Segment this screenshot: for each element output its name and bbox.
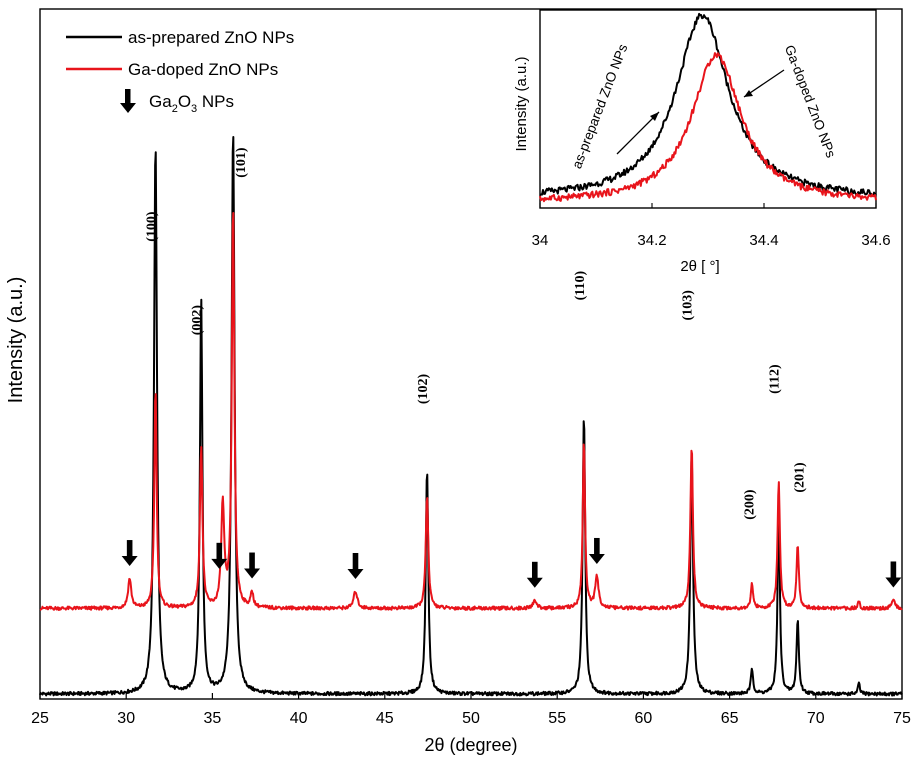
peak-label: (002) [190,305,205,336]
main-x-tick-label: 55 [548,710,566,727]
ga2o3-arrow-icon [244,552,261,579]
inset-x-tick-label: 34.4 [749,232,778,249]
legend-arrow-icon [120,89,136,113]
peak-labels: (100) (002) (101) (102) (110) (103) (200) (112)… [145,147,808,520]
legend-label-as-prepared: as-prepared ZnO NPs [128,28,294,47]
main-x-tick-label: 70 [807,710,825,727]
main-y-axis-label: Intensity (a.u.) [5,277,27,404]
main-curves [39,136,903,697]
ga2o3-arrow-icon [211,542,228,569]
legend-label-ga-doped: Ga-doped ZnO NPs [128,60,278,79]
inset-x-ticks: 34 34.2 34.4 34.6 [532,203,891,249]
inset-annotation-arrow-left [616,111,660,155]
peak-label: (101) [234,147,249,178]
ga2o3-arrow-icon [885,561,902,588]
inset-x-tick-label: 34.6 [861,232,890,249]
inset-series-line-as-prepared [539,12,877,197]
main-x-tick-label: 25 [31,710,49,727]
ga2o3-arrow-icon [347,552,364,579]
peak-label: (200) [743,489,758,520]
inset-frame [539,9,877,209]
inset-x-tick-label: 34 [532,232,549,249]
main-x-tick-label: 40 [290,710,308,727]
inset-arrowhead-right-icon [744,90,753,97]
legend-label-ga2o3: Ga2O3 NPs [149,92,234,115]
main-x-axis-label: 2θ (degree) [424,735,517,755]
series-line-ga-doped [39,212,903,611]
ga2o3-arrow-icon [588,537,605,564]
inset-x-tick-label: 34.2 [637,232,666,249]
main-x-tick-label: 30 [117,710,135,727]
inset-series-line-ga-doped [539,52,877,203]
peak-label: (102) [416,374,431,405]
peak-label: (110) [573,270,588,300]
main-x-tick-label: 65 [721,710,739,727]
main-x-ticks: 25 30 35 40 45 50 55 60 65 70 75 [31,693,911,727]
inset-annotation-arrow-right [743,69,785,98]
ga2o3-arrows [121,537,902,588]
main-x-tick-label: 75 [893,710,911,727]
inset-x-axis-label: 2θ [ °] [680,258,719,275]
inset-chart: 34 34.2 34.4 34.6 2θ [ °] Intensity (a.u.) … [513,9,891,275]
legend: as-prepared ZnO NPs Ga-doped ZnO NPs Ga2… [66,28,294,115]
ga2o3-arrow-icon [526,561,543,588]
ga2o3-arrow-icon [121,540,138,567]
inset-y-axis-label: Intensity (a.u.) [513,56,530,151]
main-x-tick-label: 35 [204,710,222,727]
inset-arrowhead-left-icon [650,112,659,121]
main-x-tick-label: 45 [376,710,394,727]
peak-label: (103) [681,290,696,321]
peak-label: (100) [145,211,160,242]
series-line-as-prepared [39,136,903,697]
main-x-tick-label: 50 [462,710,480,727]
main-x-tick-label: 60 [635,710,653,727]
peak-label: (112) [768,364,783,394]
inset-curves [539,12,877,203]
peak-label: (201) [793,462,808,493]
